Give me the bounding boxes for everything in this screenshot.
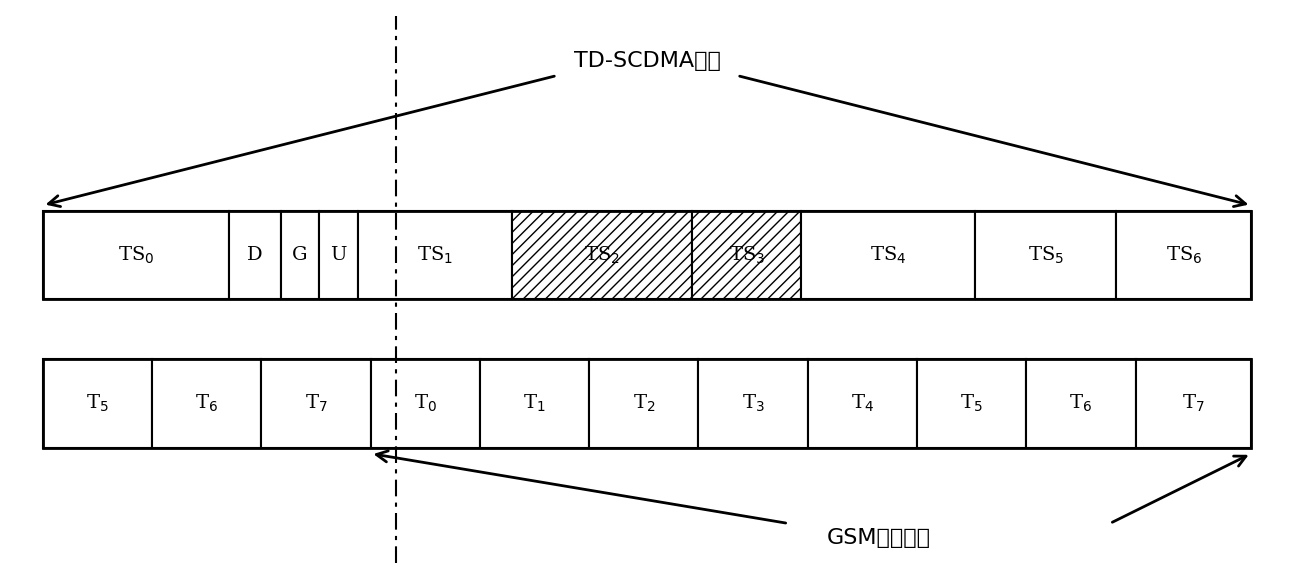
Bar — [151, 360, 261, 448]
Text: TS$_1$: TS$_1$ — [417, 244, 453, 266]
Bar — [43, 360, 151, 448]
Text: T$_0$: T$_0$ — [414, 393, 436, 415]
Text: TS$_6$: TS$_6$ — [1166, 244, 1202, 266]
Text: T$_7$: T$_7$ — [304, 393, 327, 415]
Text: GSM逻辑子帧: GSM逻辑子帧 — [827, 527, 930, 548]
Bar — [692, 211, 801, 299]
Text: T$_6$: T$_6$ — [195, 393, 219, 415]
Bar — [43, 211, 229, 299]
Text: T$_7$: T$_7$ — [1181, 393, 1205, 415]
Bar — [974, 211, 1117, 299]
Text: T$_1$: T$_1$ — [523, 393, 546, 415]
Text: TS$_5$: TS$_5$ — [1027, 244, 1064, 266]
Bar — [43, 360, 1251, 448]
Bar — [801, 211, 974, 299]
Bar — [43, 211, 1251, 299]
Text: TS$_4$: TS$_4$ — [870, 244, 906, 266]
Bar — [261, 360, 370, 448]
Bar — [807, 360, 917, 448]
Bar — [1136, 360, 1251, 448]
Bar — [357, 211, 512, 299]
Bar — [1026, 360, 1136, 448]
Text: TS$_2$: TS$_2$ — [584, 244, 620, 266]
Text: T$_2$: T$_2$ — [633, 393, 655, 415]
Text: G: G — [292, 246, 308, 264]
Text: T$_6$: T$_6$ — [1069, 393, 1092, 415]
Bar — [512, 211, 692, 299]
Bar — [699, 360, 807, 448]
Bar — [320, 211, 357, 299]
Text: U: U — [330, 246, 347, 264]
Text: T$_3$: T$_3$ — [741, 393, 765, 415]
Bar — [589, 360, 699, 448]
Text: T$_5$: T$_5$ — [960, 393, 983, 415]
Bar — [917, 360, 1026, 448]
Text: D: D — [247, 246, 263, 264]
Text: T$_4$: T$_4$ — [851, 393, 873, 415]
Bar — [370, 360, 480, 448]
Text: T$_5$: T$_5$ — [85, 393, 109, 415]
Bar — [281, 211, 320, 299]
Text: TD-SCDMA子帧: TD-SCDMA子帧 — [573, 51, 721, 71]
Text: TS$_0$: TS$_0$ — [118, 244, 154, 266]
Bar — [480, 360, 589, 448]
Bar — [229, 211, 281, 299]
Bar — [1117, 211, 1251, 299]
Text: TS$_3$: TS$_3$ — [729, 244, 765, 266]
